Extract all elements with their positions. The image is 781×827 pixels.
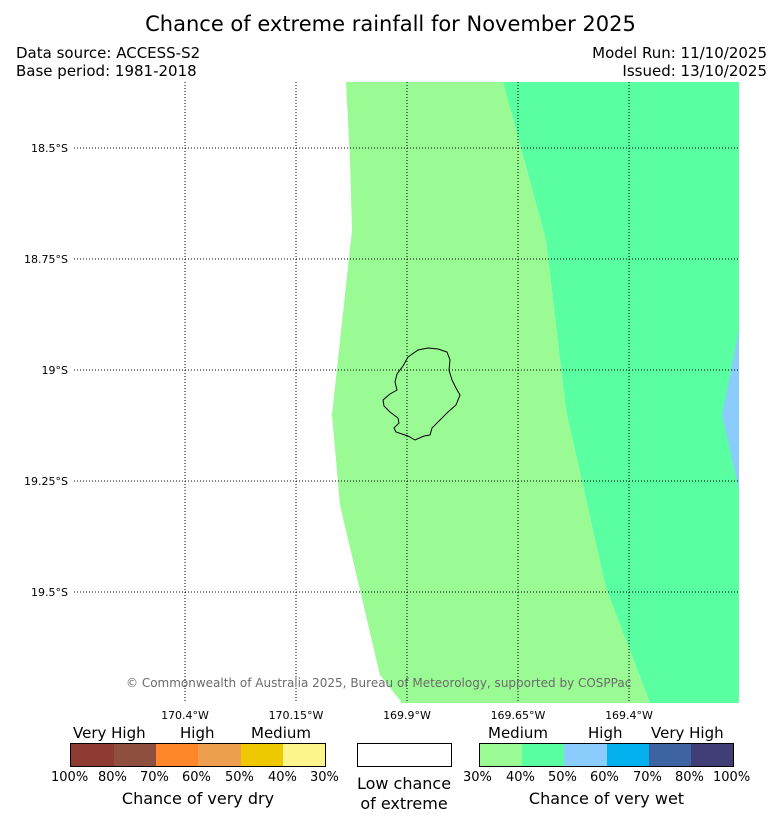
lat-label-19: 19°S [41,364,68,377]
lat-label-18-5: 18.5°S [31,142,68,155]
dry-tick-70: 70% [140,770,169,785]
zone-wet-medium-30-40 [332,82,650,703]
wet-swatch-4 [607,744,649,766]
wet-swatch-6 [691,744,733,766]
map-title: Chance of extreme rainfall for November … [145,12,636,36]
data-source-text: Data source: ACCESS-S2 [16,44,201,62]
wet-tick-30: 30% [463,770,492,785]
wet-tick-70: 70% [633,770,662,785]
model-run-text: Model Run: 11/10/2025 [592,44,767,62]
dry-very-high-label: Very High [73,724,146,742]
lon-label-169-65: 169.65°W [490,709,546,722]
neutral-colorbar [357,743,452,767]
wet-colorbar [479,743,734,767]
lon-label-169-4: 169.4°W [605,709,653,722]
lon-label-170-15: 170.15°W [268,709,324,722]
dry-tick-30: 30% [310,770,339,785]
dry-tick-40: 40% [268,770,297,785]
dry-swatch-2 [114,744,156,766]
wet-tick-50: 50% [548,770,577,785]
base-period-text: Base period: 1981-2018 [16,62,197,80]
wet-very-high-label: Very High [651,724,724,742]
dry-swatch-6 [283,744,325,766]
dry-tick-60: 60% [182,770,211,785]
dry-colorbar [70,743,326,767]
neutral-swatch [358,744,451,766]
wet-tick-40: 40% [506,770,535,785]
dry-swatch-5 [241,744,283,766]
dry-caption: Chance of very dry [121,789,275,808]
issued-text: Issued: 13/10/2025 [622,62,767,80]
zone-wet-medium-40-50 [503,82,739,703]
copyright-text: © Commonwealth of Australia 2025, Bureau… [126,676,632,690]
wet-medium-label: Medium [488,724,548,742]
lat-label-18-75: 18.75°S [24,253,68,266]
lon-label-170-4: 170.4°W [161,709,209,722]
dry-swatch-1 [71,744,114,766]
wet-swatch-2 [522,744,564,766]
dry-tick-50: 50% [225,770,254,785]
dry-tick-100: 100% [51,770,89,785]
wet-tick-80: 80% [675,770,704,785]
neutral-caption: Low chance of extreme [340,774,468,814]
neutral-caption-line2: of extreme [360,794,448,813]
lat-label-19-25: 19.25°S [24,475,68,488]
run-info: Model Run: 11/10/2025 Issued: 13/10/2025 [592,44,767,80]
dry-tick-80: 80% [98,770,127,785]
wet-swatch-3 [564,744,607,766]
dry-swatch-4 [198,744,241,766]
wet-high-label: High [588,724,623,742]
dry-high-label: High [180,724,215,742]
source-info: Data source: ACCESS-S2 Base period: 1981… [16,44,200,80]
lon-label-169-9: 169.9°W [383,709,431,722]
wet-caption: Chance of very wet [528,789,685,808]
wet-tick-60: 60% [590,770,619,785]
wet-swatch-5 [649,744,691,766]
lat-label-19-5: 19.5°S [31,586,68,599]
island-outline [382,347,461,441]
neutral-caption-line1: Low chance [356,774,452,793]
dry-medium-label: Medium [251,724,311,742]
wet-tick-100: 100% [713,770,751,785]
wet-swatch-1 [480,744,522,766]
dry-swatch-3 [156,744,198,766]
